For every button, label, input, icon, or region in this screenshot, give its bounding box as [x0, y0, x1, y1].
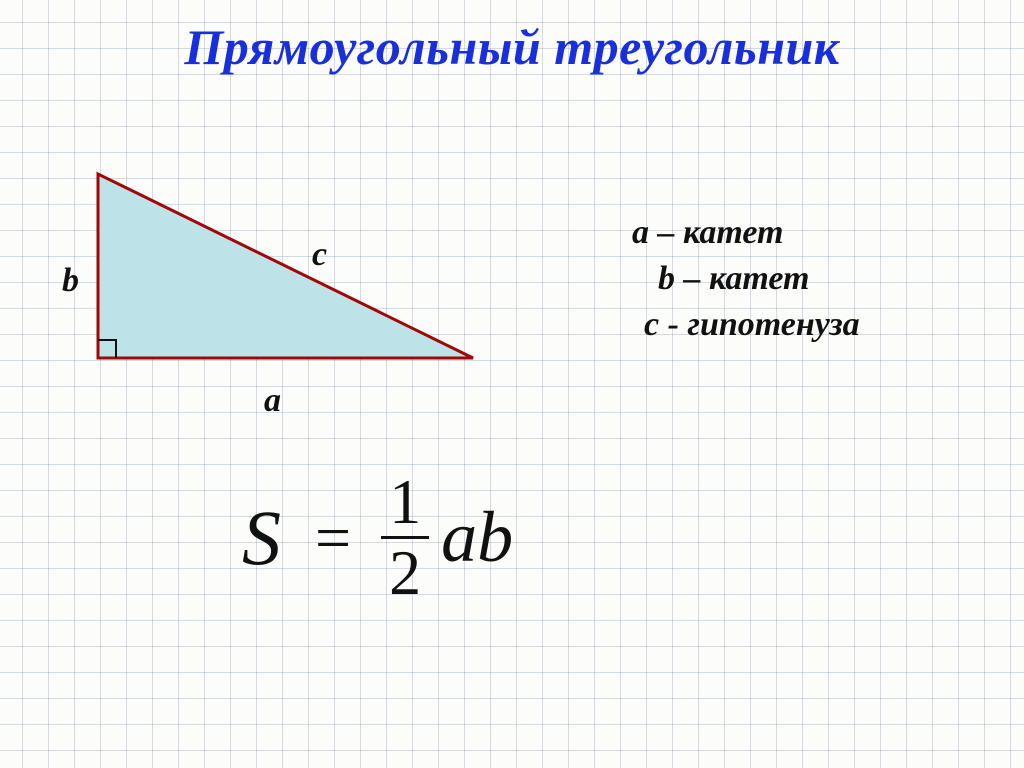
- formula-equals: =: [315, 501, 351, 575]
- triangle-shape: [98, 174, 473, 358]
- side-label-b: b: [62, 262, 79, 300]
- page-title: Прямоугольный треугольник: [0, 18, 1024, 76]
- legend-a: a – катет: [614, 210, 954, 256]
- formula-fraction: 1 2: [381, 470, 429, 605]
- right-triangle-svg: [78, 168, 498, 388]
- fraction-numerator: 1: [381, 470, 429, 539]
- legend-b: b – катет: [614, 256, 954, 302]
- legend-c: c - гипотенуза: [614, 302, 954, 348]
- area-formula: S = 1 2 ab: [242, 470, 513, 605]
- side-label-a: a: [264, 382, 281, 420]
- formula-S: S: [242, 493, 281, 583]
- side-label-c: c: [312, 236, 327, 274]
- triangle-diagram: [78, 168, 498, 388]
- legend: a – катет b – катет c - гипотенуза: [614, 210, 954, 348]
- fraction-denominator: 2: [381, 539, 429, 605]
- formula-ab: ab: [441, 496, 513, 579]
